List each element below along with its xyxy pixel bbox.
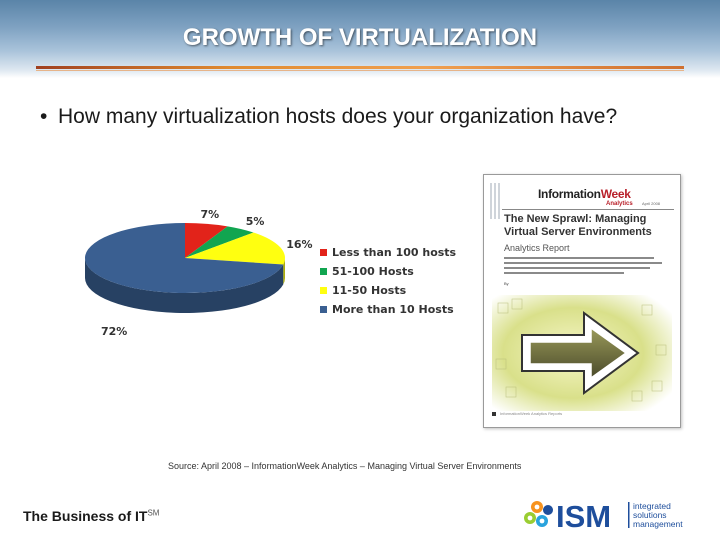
title-rule [36, 66, 684, 69]
pie-chart: 7% 5% 16% 72% Less than 100 hosts 51-100 Hos… [84, 208, 457, 338]
footer-tagline-text: The Business of IT [23, 508, 148, 524]
report-brand-right: Week [600, 187, 631, 201]
bullet-question: • How many virtualization hosts does you… [40, 103, 660, 131]
report-kicker: Analytics Report [504, 243, 570, 253]
report-date: April 2008 [642, 201, 661, 206]
footer-tagline: The Business of ITSM [23, 508, 159, 524]
legend-label-3: 11-50 Hosts [332, 284, 407, 297]
pie-slice-4 [84, 223, 284, 293]
legend: Less than 100 hosts 51-100 Hosts 11-50 Hos… [320, 246, 457, 316]
title-rule-thin [36, 70, 684, 71]
bullet-text: How many virtualization hosts does your … [58, 105, 618, 128]
ism-logo-line3: management [633, 519, 683, 529]
ism-logo: ISM integrated solutions management [524, 499, 683, 532]
report-footer: InformationWeek Analytics Reports [492, 411, 672, 417]
report-cover: InformationWeek Analytics April 2008 The… [483, 174, 681, 428]
ism-logo-letters: ISM [556, 499, 611, 532]
report-title: The New Sprawl: Managing Virtual Server … [504, 213, 652, 238]
pie-value-label-1: 7% [201, 208, 220, 221]
legend-label-2: 51-100 Hosts [332, 265, 414, 278]
pie-value-labels: 7% 5% 16% 72% [101, 208, 313, 338]
report-footer-mark [492, 412, 496, 416]
slide-title: GROWTH OF VIRTUALIZATION [182, 24, 538, 51]
ism-logo-line1: integrated [633, 501, 671, 511]
report-rule [502, 209, 674, 210]
pie-value-label-2: 5% [246, 215, 265, 228]
title-band [0, 0, 720, 78]
bullet-dot: • [40, 105, 48, 128]
source-note: Source: April 2008 – InformationWeek Ana… [168, 461, 522, 471]
ism-logo-mark [524, 501, 553, 527]
legend-swatch-3 [320, 287, 327, 294]
legend-label-4: More than 10 Hosts [332, 303, 454, 316]
legend-swatch-1 [320, 249, 327, 256]
report-footer-text: InformationWeek Analytics Reports [500, 411, 563, 416]
footer-tagline-sup: SM [147, 508, 160, 518]
legend-swatch-4 [320, 306, 327, 313]
report-brand-left: Information [538, 187, 601, 201]
pie-slice-1 [185, 223, 228, 258]
pie-side-4 [85, 258, 284, 313]
report-byline: By [504, 281, 509, 286]
report-intro-lines [504, 257, 664, 277]
pie-side-3 [283, 258, 285, 285]
legend-swatch-2 [320, 268, 327, 275]
report-brand: InformationWeek [538, 187, 631, 201]
report-barcode-strip [490, 183, 500, 219]
pie-value-label-4: 72% [101, 325, 127, 338]
report-arrow-illustration [492, 295, 672, 411]
legend-label-1: Less than 100 hosts [332, 246, 457, 259]
pie-value-label-3: 16% [286, 238, 312, 251]
ism-logo-line2: solutions [633, 510, 667, 520]
pie-slices [84, 223, 285, 313]
report-brand-sub: Analytics [606, 201, 633, 207]
ism-logo-divider [628, 502, 630, 528]
pie-slice-2 [185, 226, 254, 258]
pie-slice-3 [185, 232, 285, 265]
